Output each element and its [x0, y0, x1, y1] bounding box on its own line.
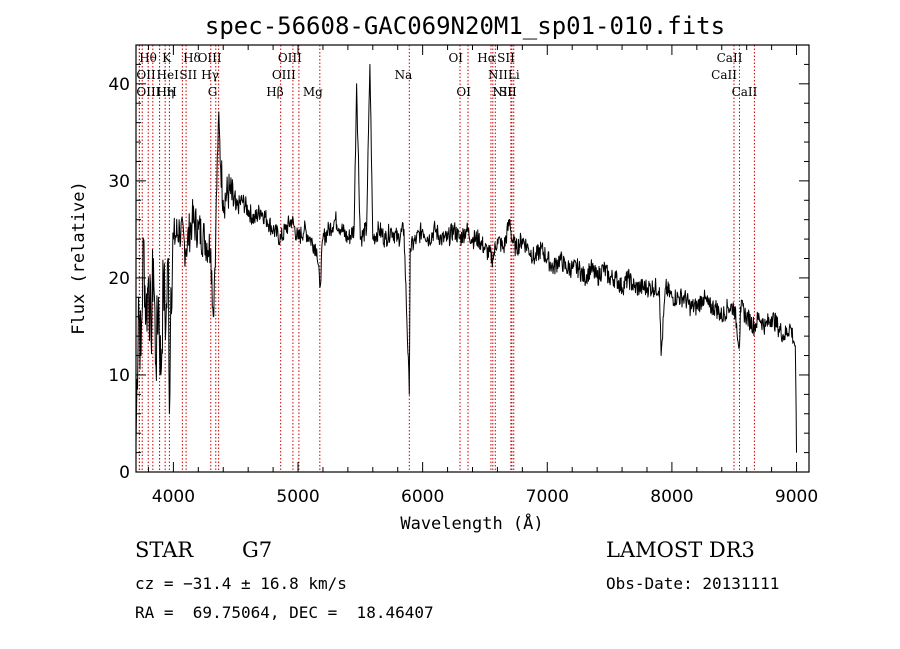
x-tick-label: 7000	[526, 487, 569, 507]
spectral-line-labels: HθOIIOIIIHηHeIKHSIIHδGHγOIIIHβOIIIOIIIMg…	[136, 51, 757, 99]
y-tick-label: 20	[108, 269, 130, 289]
x-tick-label: 8000	[650, 487, 693, 507]
line-marker-label: Hα	[477, 51, 496, 65]
line-marker-label: Mg	[303, 85, 323, 99]
line-marker-label: G	[208, 85, 218, 99]
line-marker-label: SII	[499, 85, 517, 99]
line-marker-label: CaII	[732, 85, 758, 99]
series-layer	[135, 63, 797, 453]
line-marker-label: Hθ	[139, 51, 157, 65]
line-marker-label: OIII	[272, 68, 296, 82]
line-marker-label: OI	[448, 51, 463, 65]
line-marker-label: Hβ	[266, 85, 283, 99]
line-marker-label: NII	[492, 85, 512, 99]
x-tick-label: 9000	[775, 487, 818, 507]
line-marker-label: CaII	[717, 51, 743, 65]
line-marker-label: OI	[456, 85, 471, 99]
line-marker-label: SII	[179, 68, 197, 82]
line-marker-label: OII	[136, 68, 156, 82]
line-marker-label: OIII	[198, 51, 222, 65]
obs-date-text: Obs-Date: 20131111	[606, 574, 780, 593]
object-subclass: G7	[242, 538, 273, 562]
chart-title: spec-56608-GAC069N20M1_sp01-010.fits	[205, 12, 725, 40]
line-marker-label: OIII	[278, 51, 302, 65]
line-marker-label: SII	[497, 51, 515, 65]
y-tick-label: 0	[119, 463, 130, 483]
line-marker-label: Li	[508, 68, 520, 82]
line-marker-label: NII	[488, 68, 508, 82]
x-axis-label: Wavelength (Å)	[400, 512, 543, 534]
y-axis-label: Flux (relative)	[69, 181, 89, 335]
line-marker-label: OIII	[136, 85, 160, 99]
line-marker-label: Na	[395, 68, 413, 82]
line-marker-label: Hη	[157, 85, 175, 99]
line-marker-label: Hδ	[183, 51, 201, 65]
y-tick-label: 40	[108, 75, 130, 95]
survey-name: LAMOST DR3	[606, 538, 755, 562]
spectral-line-markers	[138, 45, 755, 472]
line-marker-label: K	[162, 51, 172, 65]
x-tick-label: 4000	[152, 487, 195, 507]
redshift-text: cz = −31.4 ± 16.8 km/s	[135, 574, 347, 593]
x-tick-label: 6000	[401, 487, 444, 507]
line-marker-label: H	[166, 85, 176, 99]
x-tick-label: 5000	[276, 487, 319, 507]
line-marker-label: CaII	[711, 68, 737, 82]
coordinates-text: RA = 69.75064, DEC = 18.46407	[135, 603, 434, 622]
line-marker-label: Hγ	[201, 68, 219, 82]
line-marker-label: HeI	[157, 68, 180, 82]
object-class: STAR	[135, 538, 194, 562]
axis-tick-labels: 4000 5000 6000 7000 8000 9000 0 10 20 30 40	[108, 75, 818, 507]
y-tick-label: 10	[108, 366, 130, 386]
axis-ticks	[136, 44, 809, 473]
y-tick-label: 30	[108, 172, 130, 192]
plot-frame	[135, 44, 810, 473]
spectrum-line	[135, 63, 797, 453]
